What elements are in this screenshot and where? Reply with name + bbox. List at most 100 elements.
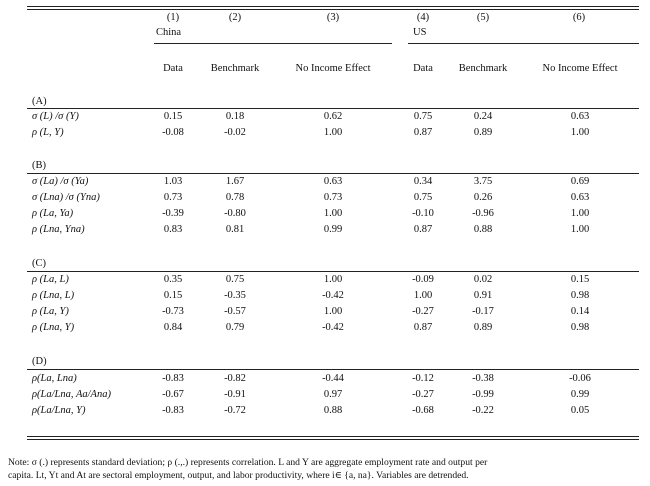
row-label: ρ (Lna, Yna) (32, 224, 85, 235)
col-label-6: No Income Effect (542, 63, 618, 74)
col-number-4: (4) (416, 12, 430, 23)
cell: 0.98 (570, 290, 590, 301)
row-label: ρ(La/Lna, Aa/Ana) (32, 389, 111, 400)
cell: 0.87 (413, 224, 433, 235)
cell: 0.99 (570, 389, 590, 400)
col-number-3: (3) (326, 12, 340, 23)
cell: -0.27 (412, 306, 434, 317)
cell: -0.12 (412, 373, 434, 384)
col-label-3: No Income Effect (295, 63, 371, 74)
note-line-2: capita. Lt, Yt and At are sectoral emplo… (8, 469, 469, 481)
cell: 0.15 (163, 111, 183, 122)
cell: -0.06 (569, 373, 591, 384)
cell: 0.91 (473, 290, 493, 301)
bottom-rule-2 (27, 439, 639, 440)
group-rule-china (154, 43, 392, 44)
cell: 0.75 (413, 192, 433, 203)
cell: 0.18 (225, 111, 245, 122)
cell: 0.81 (225, 224, 245, 235)
row-label: ρ(La, Lna) (32, 373, 77, 384)
row-label: ρ(La/Lna, Y) (32, 405, 86, 416)
cell: 0.63 (570, 192, 590, 203)
cell: 0.34 (413, 176, 433, 187)
cell: 0.99 (323, 224, 343, 235)
bottom-rule-1 (27, 436, 639, 437)
cell: 0.88 (323, 405, 343, 416)
cell: -0.68 (412, 405, 434, 416)
cell: 0.63 (323, 176, 343, 187)
cell: 1.00 (570, 127, 590, 138)
panel-rule (27, 108, 639, 109)
row-label: ρ (Lna, L) (32, 290, 75, 301)
cell: 0.69 (570, 176, 590, 187)
cell: -0.83 (162, 405, 184, 416)
col-number-2: (2) (228, 12, 242, 23)
cell: 0.02 (473, 274, 493, 285)
cell: -0.96 (472, 208, 494, 219)
cell: -0.44 (322, 373, 344, 384)
cell: -0.22 (472, 405, 494, 416)
cell: 0.63 (570, 111, 590, 122)
cell: 1.00 (323, 274, 343, 285)
cell: 0.14 (570, 306, 590, 317)
col-number-1: (1) (166, 12, 180, 23)
table-note: Note: σ (.) represents standard deviatio… (8, 457, 644, 482)
cell: -0.02 (224, 127, 246, 138)
cell: 1.67 (225, 176, 245, 187)
group-label-china: China (156, 27, 182, 38)
cell: -0.99 (472, 389, 494, 400)
cell: -0.35 (224, 290, 246, 301)
cell: 3.75 (473, 176, 493, 187)
cell: -0.57 (224, 306, 246, 317)
top-rule-2 (27, 9, 639, 10)
col-label-5: Benchmark (458, 63, 508, 74)
cell: 1.00 (413, 290, 433, 301)
row-label: ρ (L, Y) (32, 127, 64, 138)
cell: 0.15 (163, 290, 183, 301)
row-label: ρ (La, Ya) (32, 208, 74, 219)
panel-rule (27, 271, 639, 272)
panel-rule (27, 173, 639, 174)
cell: -0.67 (162, 389, 184, 400)
cell: 0.83 (163, 224, 183, 235)
cell: 1.03 (163, 176, 183, 187)
cell: 0.89 (473, 127, 493, 138)
note-line-1: Note: σ (.) represents standard deviatio… (8, 457, 488, 468)
cell: 0.24 (473, 111, 493, 122)
cell: 0.75 (413, 111, 433, 122)
cell: 0.35 (163, 274, 183, 285)
cell: 0.84 (163, 322, 183, 333)
cell: 0.05 (570, 405, 590, 416)
row-label: σ (L) /σ (Y) (32, 111, 79, 122)
panel-title: (B) (32, 160, 46, 171)
cell: -0.38 (472, 373, 494, 384)
group-rule-us (408, 43, 639, 44)
col-label-2: Benchmark (210, 63, 260, 74)
row-label: σ (La) /σ (Ya) (32, 176, 89, 187)
cell: 1.00 (570, 208, 590, 219)
cell: 1.00 (323, 208, 343, 219)
row-label: ρ (La, L) (32, 274, 69, 285)
panel-title: (D) (32, 356, 47, 367)
cell: 0.89 (473, 322, 493, 333)
top-rule-1 (27, 6, 639, 7)
row-label: ρ (Lna, Y) (32, 322, 75, 333)
cell: 0.73 (323, 192, 343, 203)
cell: -0.91 (224, 389, 246, 400)
cell: 0.87 (413, 127, 433, 138)
row-label: σ (Lna) /σ (Yna) (32, 192, 100, 203)
cell: 0.97 (323, 389, 343, 400)
cell: -0.17 (472, 306, 494, 317)
cell: 0.15 (570, 274, 590, 285)
group-label-us: US (413, 27, 427, 38)
cell: -0.83 (162, 373, 184, 384)
col-label-4: Data (413, 63, 433, 74)
panel-rule (27, 369, 639, 370)
row-label: ρ (La, Y) (32, 306, 69, 317)
col-number-5: (5) (476, 12, 490, 23)
cell: 0.79 (225, 322, 245, 333)
cell: 1.00 (570, 224, 590, 235)
cell: 0.87 (413, 322, 433, 333)
cell: -0.10 (412, 208, 434, 219)
cell: 1.00 (323, 127, 343, 138)
